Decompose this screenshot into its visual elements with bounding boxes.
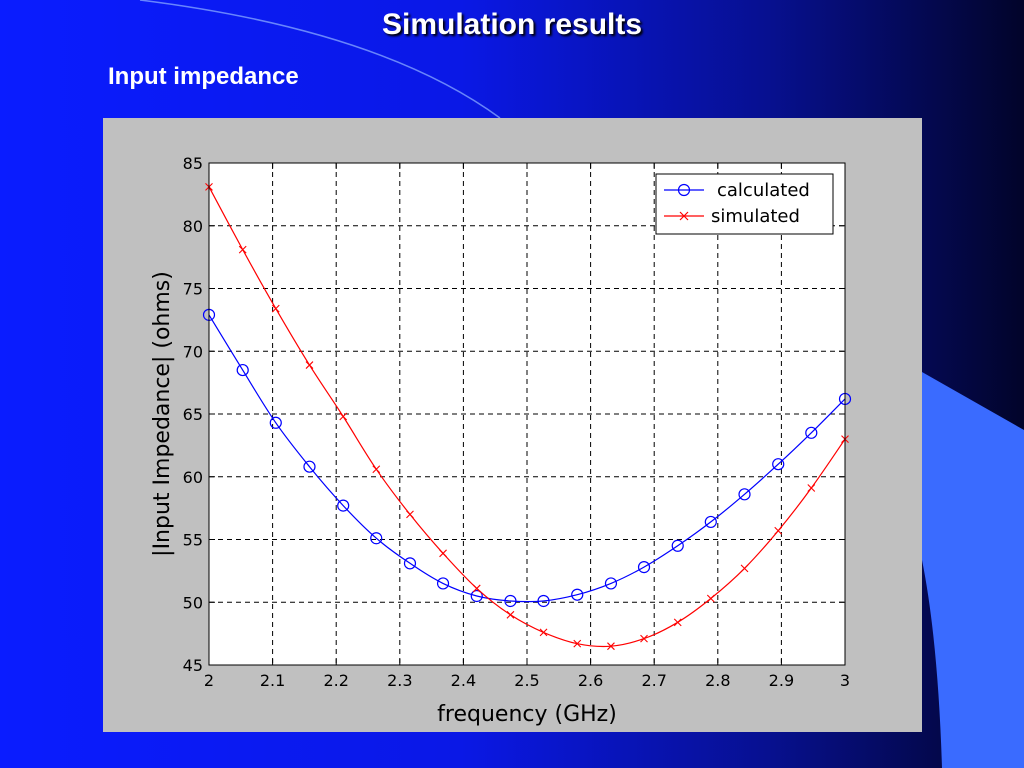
y-tick-label: 70 bbox=[183, 342, 203, 361]
data-point-simulated bbox=[807, 484, 816, 492]
axis-ticks: 2 2.1 2.2 2.3 2.4 2.5 2.6 2.7 2.8 2.9 3 45 50 55 60 65 7… bbox=[183, 154, 850, 690]
data-point-calculated bbox=[470, 589, 483, 603]
data-point-calculated bbox=[403, 557, 417, 570]
legend-calculated-marker bbox=[677, 183, 691, 197]
y-axis-label: |Input Impedance| (ohms) bbox=[150, 271, 175, 557]
data-point-simulated bbox=[439, 549, 447, 558]
data-point-calculated bbox=[303, 460, 316, 473]
x-tick-label: 2.5 bbox=[514, 671, 539, 690]
data-point-calculated bbox=[236, 363, 249, 377]
data-point-simulated bbox=[506, 610, 515, 619]
data-point-simulated bbox=[339, 412, 348, 421]
data-point-simulated bbox=[271, 304, 280, 313]
chart-figure: 2 2.1 2.2 2.3 2.4 2.5 2.6 2.7 2.8 2.9 3 45 50 55 60 65 7… bbox=[103, 118, 922, 732]
impedance-chart: 2 2.1 2.2 2.3 2.4 2.5 2.6 2.7 2.8 2.9 3 45 50 55 60 65 7… bbox=[150, 154, 852, 727]
x-tick-label: 2.9 bbox=[769, 671, 794, 690]
data-point-calculated bbox=[269, 416, 282, 429]
legend-calculated-label: calculated bbox=[717, 180, 810, 201]
data-point-simulated bbox=[774, 526, 783, 535]
x-tick-label: 2.3 bbox=[387, 671, 412, 690]
data-point-calculated bbox=[504, 594, 517, 608]
data-point-simulated bbox=[740, 564, 749, 573]
x-tick-label: 3 bbox=[840, 671, 850, 690]
data-point-calculated bbox=[671, 539, 684, 552]
data-point-calculated bbox=[637, 561, 651, 574]
data-point-calculated bbox=[571, 588, 584, 601]
data-point-simulated bbox=[706, 594, 715, 603]
data-point-calculated bbox=[537, 594, 550, 608]
data-point-simulated bbox=[305, 361, 314, 369]
data-series bbox=[202, 182, 852, 651]
data-point-calculated bbox=[370, 532, 383, 545]
y-tick-label: 75 bbox=[183, 280, 203, 299]
x-tick-label: 2 bbox=[204, 671, 214, 690]
data-point-simulated bbox=[238, 245, 247, 254]
data-point-simulated bbox=[607, 642, 615, 651]
data-point-calculated bbox=[436, 577, 450, 590]
x-tick-label: 2.1 bbox=[260, 671, 285, 690]
data-point-simulated bbox=[539, 628, 548, 637]
data-point-simulated bbox=[372, 465, 381, 474]
x-tick-label: 2.8 bbox=[705, 671, 730, 690]
data-point-simulated bbox=[640, 634, 648, 643]
y-tick-label: 85 bbox=[183, 154, 203, 173]
legend: calculated simulated bbox=[655, 173, 834, 235]
data-point-calculated bbox=[704, 515, 717, 529]
legend-simulated-marker bbox=[679, 211, 689, 221]
slide-title: Simulation results bbox=[381, 8, 643, 41]
series-line-calculated bbox=[208, 314, 846, 603]
legend-simulated-label: simulated bbox=[711, 206, 800, 227]
data-point-calculated bbox=[604, 577, 618, 590]
data-point-calculated bbox=[738, 488, 751, 501]
y-tick-label: 80 bbox=[183, 217, 203, 236]
y-tick-label: 65 bbox=[183, 405, 203, 424]
data-point-simulated bbox=[573, 639, 582, 648]
x-tick-label: 2.6 bbox=[578, 671, 603, 690]
x-tick-label: 2.2 bbox=[323, 671, 348, 690]
y-tick-label: 55 bbox=[183, 531, 203, 550]
plot-frame bbox=[208, 162, 846, 666]
data-point-simulated bbox=[472, 584, 481, 593]
x-tick-label: 2.7 bbox=[641, 671, 666, 690]
x-tick-label: 2.4 bbox=[451, 671, 476, 690]
x-axis-label: frequency (GHz) bbox=[437, 702, 617, 727]
data-point-simulated bbox=[406, 510, 414, 519]
slide-subtitle: Input impedance bbox=[108, 63, 299, 90]
data-point-calculated bbox=[772, 458, 785, 471]
y-tick-label: 50 bbox=[183, 593, 203, 612]
y-tick-label: 45 bbox=[183, 656, 203, 675]
data-point-calculated bbox=[337, 499, 350, 512]
legend-box bbox=[655, 173, 834, 235]
data-point-simulated bbox=[673, 618, 682, 627]
data-point-calculated bbox=[805, 426, 818, 439]
y-tick-label: 60 bbox=[183, 468, 203, 487]
